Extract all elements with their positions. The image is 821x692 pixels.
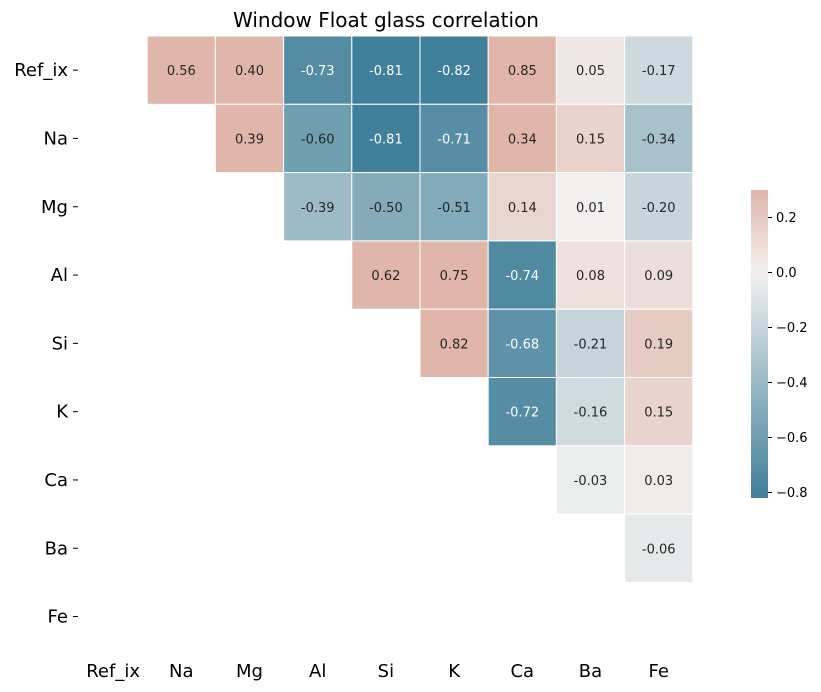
cell-value-label: 0.40 — [235, 64, 264, 79]
cell-value-label: 0.15 — [576, 132, 605, 147]
cell-value-label: -0.60 — [301, 132, 335, 147]
heatmap-cell — [555, 240, 626, 310]
cell-value-label: -0.51 — [437, 201, 471, 216]
heatmap-cell — [487, 172, 557, 242]
cell-value-label: -0.06 — [642, 542, 676, 557]
heatmap-cell — [624, 103, 694, 174]
x-tick-label: Mg — [236, 661, 263, 682]
y-tick-label: Na — [44, 128, 69, 149]
cell-value-label: -0.34 — [642, 132, 676, 147]
chart-title: Window Float glass correlation — [233, 8, 539, 32]
cell-value-label: 0.75 — [440, 269, 469, 284]
x-tick-label: Al — [309, 661, 326, 682]
heatmap-cell — [419, 240, 489, 310]
x-axis: Ref_ix Na Mg Al Si K Ca Ba Fe — [86, 661, 669, 682]
cell-value-label: 0.09 — [644, 269, 673, 284]
cell-value-label: -0.21 — [574, 337, 608, 352]
x-tick-label: Ca — [510, 661, 534, 682]
colorbar-ticks: 0.2 0.0 −0.2 −0.4 −0.6 −0.8 — [768, 211, 808, 501]
heatmap-cell — [351, 240, 421, 310]
x-tick-label: Ba — [579, 661, 602, 682]
heatmap-cell — [146, 35, 216, 105]
heatmap-cell — [283, 103, 353, 174]
colorbar-tick-label: −0.8 — [776, 486, 808, 501]
heatmap-cell — [624, 172, 694, 242]
heatmap-cell — [555, 308, 626, 379]
y-tick-label: Ref_ix — [14, 60, 68, 81]
cell-value-label: -0.68 — [505, 337, 539, 352]
colorbar-tick-label: 0.0 — [776, 266, 797, 281]
cell-value-label: -0.20 — [642, 201, 676, 216]
cell-value-label: -0.82 — [437, 64, 471, 79]
heatmap-cell — [419, 172, 489, 242]
cell-value-label: 0.34 — [508, 132, 537, 147]
y-tick-label: Fe — [48, 607, 68, 628]
x-tick-label: Si — [378, 661, 394, 682]
cell-value-label: 0.03 — [644, 474, 673, 489]
heatmap-cell — [419, 308, 489, 379]
heatmap-cell — [555, 172, 626, 242]
y-tick-label: Si — [52, 333, 68, 354]
y-tick-label: Ca — [44, 470, 68, 491]
cell-value-label: 0.62 — [371, 269, 400, 284]
cell-value-label: -0.39 — [301, 201, 335, 216]
cell-value-label: -0.81 — [369, 64, 403, 79]
cell-value-label: 0.85 — [508, 64, 537, 79]
cell-value-label: 0.08 — [576, 269, 605, 284]
x-tick-label: Na — [169, 661, 194, 682]
heatmap-cell — [283, 35, 353, 105]
cell-value-label: 0.14 — [508, 201, 537, 216]
x-tick-label: K — [448, 661, 461, 682]
heatmap-cell — [624, 377, 694, 447]
cell-value-label: 0.19 — [644, 337, 673, 352]
heatmap-cell — [487, 377, 557, 447]
x-tick-label: Fe — [648, 661, 668, 682]
heatmap-cell — [214, 35, 285, 105]
y-axis: Ref_ix Na Mg Al Si K Ca Ba Fe — [14, 60, 78, 628]
cell-value-label: -0.50 — [369, 201, 403, 216]
cell-value-label: -0.03 — [574, 474, 608, 489]
heatmap-cell — [351, 172, 421, 242]
cell-value-label: -0.74 — [505, 269, 539, 284]
colorbar-tick-label: −0.6 — [776, 431, 808, 446]
heatmap-cell — [419, 103, 489, 174]
cell-value-label: 0.39 — [235, 132, 264, 147]
heatmap-cell — [555, 103, 626, 174]
heatmap-cell — [624, 513, 694, 583]
heatmap-cell — [624, 35, 694, 105]
y-tick-label: K — [56, 402, 69, 423]
cell-value-label: -0.17 — [642, 64, 676, 79]
cell-value-label: -0.72 — [505, 406, 539, 421]
cell-value-label: -0.73 — [301, 64, 335, 79]
cell-value-label: 0.82 — [440, 337, 469, 352]
y-tick-label: Al — [51, 265, 68, 286]
cell-value-label: 0.01 — [576, 201, 605, 216]
y-tick-label: Ba — [45, 538, 68, 559]
cell-value-label: 0.56 — [167, 64, 196, 79]
x-tick-label: Ref_ix — [86, 661, 140, 682]
colorbar: 0.2 0.0 −0.2 −0.4 −0.6 −0.8 — [751, 190, 808, 501]
colorbar-tick-label: −0.4 — [776, 376, 808, 391]
cell-value-label: 0.05 — [576, 64, 605, 79]
heatmap-cell — [555, 445, 626, 515]
heatmap-cell — [214, 103, 285, 174]
y-tick-label: Mg — [41, 197, 68, 218]
cell-value-label: 0.15 — [644, 406, 673, 421]
heatmap-cell — [487, 308, 557, 379]
heatmap-cells: 0.56 0.40 -0.73 -0.81 -0.82 0.85 0.05 -0.17 0.39… — [146, 35, 694, 583]
colorbar-gradient — [751, 190, 768, 498]
cell-value-label: -0.71 — [437, 132, 471, 147]
colorbar-tick-label: −0.2 — [776, 321, 808, 336]
heatmap-cell — [351, 35, 421, 105]
heatmap-cell — [624, 308, 694, 379]
heatmap-cell — [283, 172, 353, 242]
cell-value-label: -0.16 — [574, 406, 608, 421]
cell-value-label: -0.81 — [369, 132, 403, 147]
heatmap-cell — [487, 35, 557, 105]
heatmap-cell — [624, 240, 694, 310]
colorbar-tick-label: 0.2 — [776, 211, 797, 226]
